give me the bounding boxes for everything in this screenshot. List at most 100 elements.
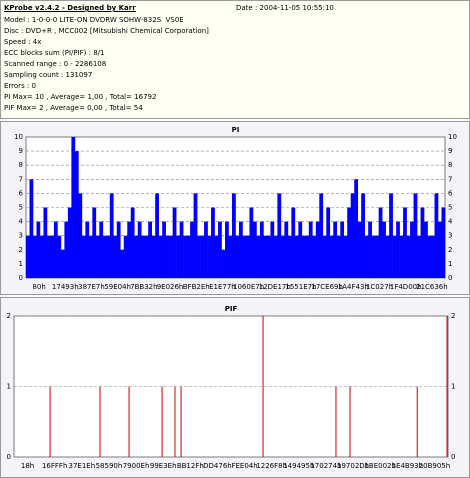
x-tick-label: DD476h (203, 462, 232, 470)
info-line: PI Max= 10 , Average= 1,00 , Total= 1679… (4, 93, 157, 101)
pi-bar (169, 235, 173, 278)
y-tick-label-right: 0 (448, 274, 452, 282)
pi-bar (347, 207, 352, 278)
x-tick-label: 20B905h (419, 462, 451, 470)
info-line: Model : 1-0-0-0 LITE-ON DVDRW SOHW-832S … (4, 16, 184, 24)
y-tick-label-right: 8 (448, 161, 452, 169)
y-tick-label: 8 (19, 161, 23, 169)
pi-bar (291, 207, 296, 278)
info-line: ECC blocks sum (PI/PIF) : 8/1 (4, 49, 105, 57)
pi-bar (249, 207, 254, 278)
y-tick-label-right: 3 (448, 232, 452, 240)
x-tick-label: 1551E7h (285, 283, 316, 291)
pi-bar (420, 207, 425, 278)
pi-bar (26, 235, 30, 278)
pi-bar (277, 193, 282, 278)
pi-bar (172, 207, 177, 278)
pi-bar (441, 207, 446, 278)
x-tick-label: 59E04h (104, 283, 131, 291)
pi-bar (141, 235, 146, 278)
pi-bar (357, 221, 362, 278)
pi-bar (403, 207, 407, 278)
x-tick-label: 7BB32h (130, 283, 157, 291)
pi-bar (298, 221, 303, 278)
pi-bar (137, 221, 142, 278)
pi-bar (301, 235, 306, 278)
pi-bar (81, 235, 86, 278)
pi-bar (242, 235, 247, 278)
pi-bar (113, 235, 118, 278)
pi-bar (343, 235, 348, 278)
x-tick-label: 99E3Eh (150, 462, 177, 470)
pi-bar (378, 207, 383, 278)
info-line: Sampling count : 131097 (4, 71, 93, 79)
info-line: Scanned range : 0 - 2286108 (4, 60, 107, 68)
pi-bar (165, 235, 170, 278)
pi-bar (333, 221, 338, 278)
pi-bar (190, 221, 194, 278)
pi-bar (211, 207, 215, 278)
x-tick-label: 19702Dh (337, 462, 369, 470)
pi-bar (399, 235, 404, 278)
pi-bar (123, 235, 128, 278)
y-tick-label-right: 10 (448, 133, 457, 141)
pi-bar (102, 235, 107, 278)
pi-bar (424, 221, 428, 278)
y-tick-label: 6 (19, 189, 24, 197)
pi-bar (280, 235, 285, 278)
y-tick-label-right: 6 (448, 189, 453, 197)
info-panel: KProbe v2.4.2 - Designed by Karr Date : … (0, 0, 470, 119)
pi-bar (406, 235, 411, 278)
pi-bar (273, 235, 278, 278)
pi-bar (434, 193, 439, 278)
pi-bar (176, 235, 180, 278)
pi-bar (32, 235, 37, 278)
x-tick-label: 9E026h (157, 283, 184, 291)
x-tick-label: 1226F8h (256, 462, 287, 470)
pi-bar (67, 207, 72, 278)
pi-bar (193, 193, 198, 278)
x-tick-label: E1E77h (209, 283, 236, 291)
y-tick-label-right: 7 (448, 175, 452, 183)
y-tick-label-right: 2 (451, 312, 455, 320)
pi-bar (417, 235, 421, 278)
pi-bar (36, 221, 41, 278)
y-tick-label-right: 4 (448, 218, 453, 226)
pi-bar (385, 235, 390, 278)
pi-bar (340, 221, 345, 278)
pi-bar (60, 249, 65, 278)
info-line: Errors : 0 (4, 82, 36, 90)
x-tick-label: 1060E7h (233, 283, 264, 291)
x-tick-label: FEE04h (231, 462, 257, 470)
y-tick-label: 1 (19, 260, 23, 268)
x-tick-label: 37E1Eh (68, 462, 95, 470)
y-tick-label: 10 (14, 133, 23, 141)
x-tick-label: 18h (21, 462, 34, 470)
pi-bar (221, 249, 226, 278)
pi-bar (312, 235, 317, 278)
pi-bar (263, 235, 268, 278)
scan-date: Date : 2004-11-05 10:55:10 (236, 4, 334, 12)
pi-bar (120, 249, 125, 278)
pi-bar (204, 221, 208, 278)
y-tick-label: 0 (19, 274, 23, 282)
y-tick-label: 0 (7, 453, 11, 461)
x-tick-label: 7900Eh (123, 462, 150, 470)
pi-bar (438, 221, 442, 278)
x-tick-label: 80h (32, 283, 45, 291)
pi-bar (256, 235, 261, 278)
pi-bar (144, 235, 149, 278)
pi-bar (116, 221, 121, 278)
pi-bar (228, 235, 233, 278)
chart-title: PI (232, 126, 240, 134)
y-tick-label-right: 0 (451, 453, 455, 461)
pi-bar (245, 235, 250, 278)
pi-bar (207, 235, 212, 278)
pi-bar (88, 235, 93, 278)
pi-bar (375, 235, 379, 278)
pi-bar (71, 137, 76, 278)
pi-bar (225, 221, 229, 278)
pi-bar (43, 207, 48, 278)
pi-bar (368, 221, 372, 278)
